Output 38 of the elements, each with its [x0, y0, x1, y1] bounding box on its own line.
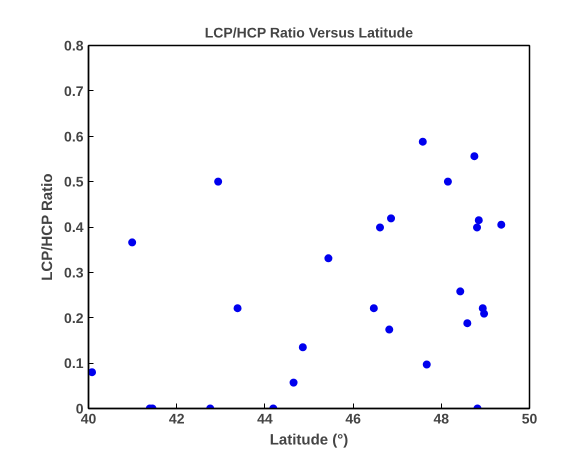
x-tick-label: 50: [522, 410, 538, 426]
point: [324, 254, 332, 262]
point: [128, 238, 136, 246]
point: [473, 223, 482, 232]
point: [290, 378, 298, 387]
y-tick-label: 0.5: [64, 174, 84, 190]
point: [214, 178, 222, 186]
x-axis-title: Latitude (°): [270, 432, 348, 448]
point: [376, 223, 384, 232]
point: [474, 216, 483, 224]
point: [234, 304, 242, 312]
point: [470, 152, 478, 160]
y-axis-title: LCP/HCP Ratio: [39, 174, 56, 281]
y-tick-label: 0.1: [64, 355, 84, 372]
point: [456, 287, 464, 296]
y-tick-label: 0.4: [64, 219, 84, 235]
point: [387, 214, 396, 222]
point: [444, 178, 452, 186]
chart-title: LCP/HCP Ratio Versus Latitude: [204, 24, 414, 40]
y-tick-label: 0.6: [64, 128, 84, 144]
y-tick-label: 0.7: [64, 82, 84, 99]
point: [418, 138, 427, 146]
y-tick-label: 0.8: [64, 38, 84, 54]
point: [88, 368, 96, 376]
point: [463, 319, 472, 328]
y-tick-label: 0: [76, 400, 84, 416]
point: [370, 304, 378, 312]
x-tick-label: 42: [168, 410, 185, 426]
x-tick-label: 46: [345, 410, 362, 426]
point: [298, 343, 307, 352]
point: [385, 326, 394, 334]
point: [480, 310, 488, 318]
point: [422, 360, 431, 368]
x-tick-label: 44: [257, 410, 273, 426]
y-tick-label: 0.3: [64, 264, 84, 280]
x-tick-label: 48: [434, 410, 450, 426]
point: [497, 220, 506, 229]
y-tick-label: 0.2: [64, 310, 84, 326]
